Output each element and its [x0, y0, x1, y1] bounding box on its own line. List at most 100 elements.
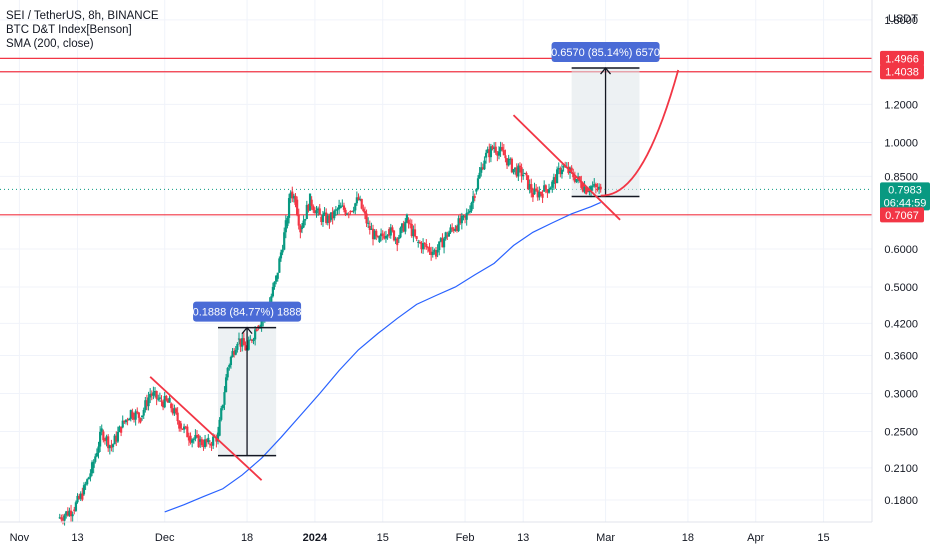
candle-body — [132, 417, 136, 420]
candle-body — [90, 462, 94, 474]
candle-body — [68, 510, 71, 516]
candle-body — [509, 158, 512, 160]
candle-body — [594, 184, 597, 188]
candle-body — [496, 152, 499, 156]
candle-body — [120, 426, 123, 433]
candle-body — [544, 185, 547, 190]
candle-body — [255, 329, 258, 332]
candle-body — [517, 165, 520, 177]
candle-body — [379, 233, 383, 237]
time-tick-label: Apr — [747, 532, 764, 544]
candle-body — [203, 439, 207, 447]
measure-labels: 0.1888 (84.77%) 1888 0.6570 (85.14%) 657… — [193, 42, 660, 322]
candle-body — [507, 158, 510, 166]
candle-body — [313, 210, 316, 214]
price-axis[interactable]: USDT — [871, 0, 932, 522]
candle-body — [468, 210, 472, 213]
candle-body — [226, 367, 229, 378]
candle-body — [150, 393, 153, 396]
candle-body — [413, 229, 417, 237]
candle-body — [81, 493, 84, 500]
candle-body — [454, 229, 457, 231]
candle-body — [229, 357, 233, 366]
candle-body — [431, 251, 434, 255]
candle-body — [111, 444, 115, 448]
candle-body — [181, 428, 184, 430]
candle-body — [434, 250, 438, 257]
candle-body — [276, 272, 279, 279]
indicator-sma[interactable]: SMA (200, close) — [6, 38, 94, 50]
candle-body — [157, 398, 160, 400]
time-tick-label: Nov — [10, 532, 30, 544]
candle-body — [439, 238, 442, 242]
candle-body — [166, 400, 170, 403]
candle-body — [418, 241, 421, 243]
candle-body — [113, 435, 116, 445]
candle-body — [394, 238, 397, 241]
candle-body — [221, 404, 224, 409]
price-tick-label: 0.2500 — [884, 427, 918, 439]
candle-body — [549, 187, 552, 190]
time-tick-label: Dec — [155, 532, 175, 544]
candle-body — [210, 444, 213, 446]
candle-body — [195, 434, 199, 436]
candle-body — [141, 415, 144, 418]
time-axis[interactable]: Nov 13 Dec 18 2024 15 Feb 13 Mar 18 Apr 15 — [0, 521, 872, 544]
candle-body — [197, 435, 200, 448]
candle-body — [171, 408, 174, 414]
candle-body — [493, 147, 496, 149]
candle-body — [455, 225, 459, 231]
candle-body — [296, 199, 299, 215]
candle-body — [310, 199, 313, 206]
candle-body — [142, 409, 145, 416]
candle-body — [105, 436, 108, 441]
candle-body — [158, 397, 161, 399]
candle-body — [551, 181, 554, 188]
candle-body — [168, 397, 171, 403]
candle-body — [224, 377, 228, 393]
candle-body — [216, 432, 220, 442]
candle-body — [199, 439, 202, 442]
candle-body — [526, 175, 530, 190]
candle-body — [501, 147, 504, 151]
candle-body — [317, 208, 320, 211]
candle-body — [308, 193, 312, 211]
candle-body — [323, 212, 326, 215]
candle-body — [399, 227, 402, 238]
candle-body — [499, 147, 502, 152]
candle-body — [444, 232, 447, 239]
candle-body — [426, 247, 430, 249]
candle-body — [381, 233, 384, 236]
candle-body — [79, 493, 82, 499]
countdown-label: 06:44:59 — [884, 197, 927, 209]
candle-body — [100, 428, 103, 432]
candle-body — [289, 192, 292, 199]
candle-body — [279, 252, 283, 259]
candle-body — [249, 339, 252, 341]
candle-body — [599, 186, 602, 190]
candle-body — [396, 238, 399, 246]
candle-body — [318, 208, 321, 215]
candle-body — [433, 250, 436, 252]
candle-body — [354, 203, 357, 211]
currency-label: USDT — [888, 13, 918, 25]
candle-body — [581, 183, 585, 192]
candle-body — [338, 204, 341, 210]
candle-body — [504, 155, 507, 159]
candle-body — [480, 167, 483, 173]
candle-body — [205, 439, 208, 443]
candle-body — [124, 419, 128, 423]
candle-body — [84, 484, 87, 486]
candle-body — [302, 220, 305, 228]
candle-body — [333, 210, 336, 219]
candle-body — [176, 412, 179, 422]
candle-body — [541, 193, 544, 198]
candle-body — [247, 340, 250, 350]
candle-body — [312, 205, 315, 211]
candle-body — [102, 431, 105, 441]
indicator-btc-index[interactable]: BTC D&T Index[Benson] — [6, 24, 132, 36]
candle-body — [136, 411, 139, 413]
symbol-title: SEI / TetherUS, 8h, BINANCE — [6, 10, 159, 22]
candle-body — [400, 223, 404, 228]
